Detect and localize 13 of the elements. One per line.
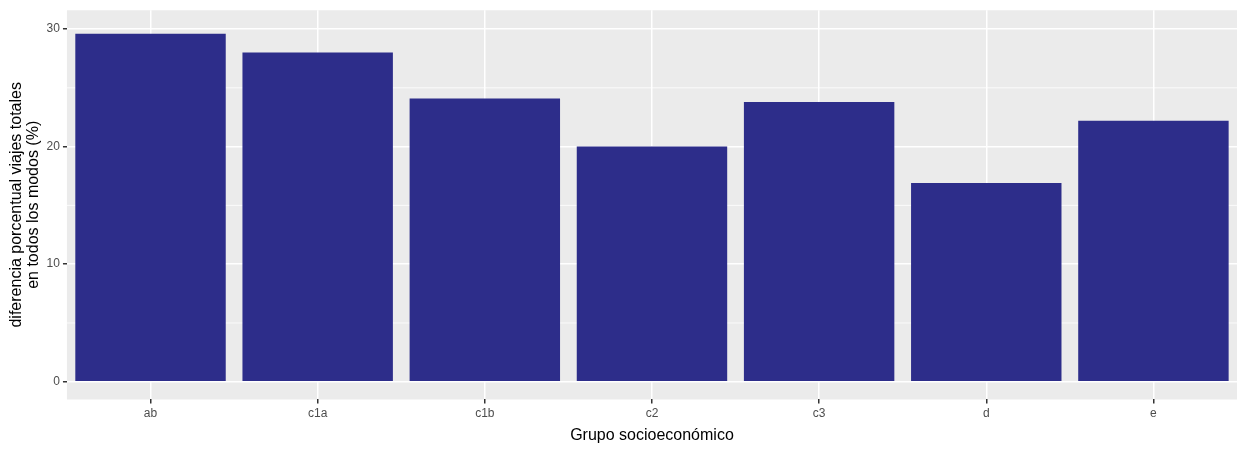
- y-tick-label: 0: [53, 374, 61, 389]
- y-tick-label: 30: [46, 21, 61, 36]
- y-axis-title: diferencia porcentual viajes totales en todos los modos (%): [6, 82, 41, 328]
- x-tick-label: c3: [812, 405, 826, 420]
- x-tick-label: c2: [645, 405, 659, 420]
- x-axis-title: Grupo socioeconómico: [570, 425, 734, 443]
- x-tick-label: e: [1150, 405, 1158, 420]
- y-tick-label: 20: [46, 138, 61, 153]
- x-tick-label: c1b: [475, 405, 495, 420]
- x-tick-label: d: [982, 405, 990, 420]
- x-tick-label: ab: [143, 405, 158, 420]
- y-tick-label: 10: [46, 256, 61, 271]
- x-tick-label: c1a: [307, 405, 328, 420]
